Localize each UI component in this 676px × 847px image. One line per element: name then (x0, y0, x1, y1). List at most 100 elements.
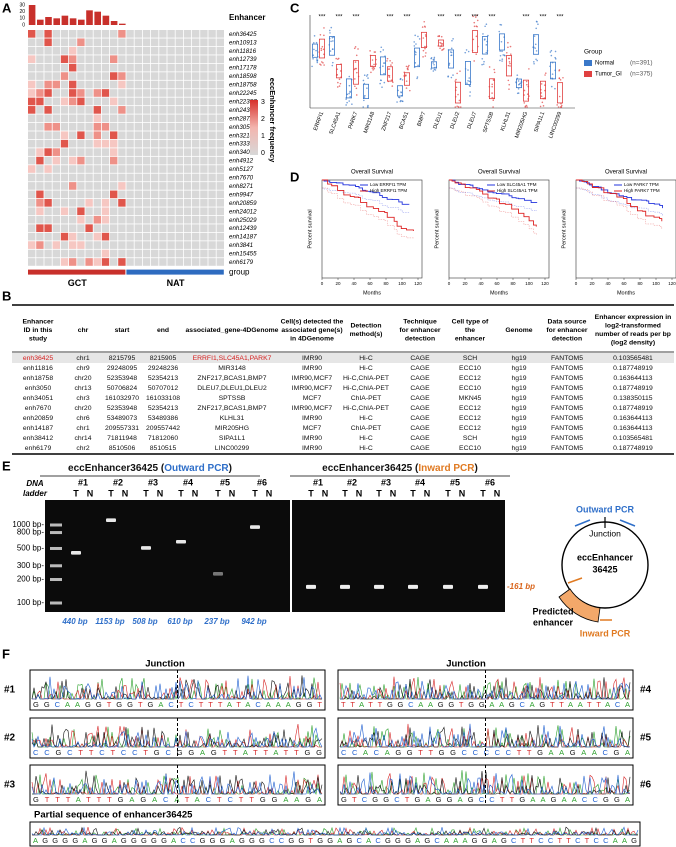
heat-cell (60, 241, 69, 249)
jitter (501, 50, 503, 53)
heat-cell (151, 199, 159, 207)
base: T (378, 700, 383, 709)
heat-cell (134, 63, 142, 72)
jitter (504, 54, 506, 57)
heat-cell (192, 207, 200, 216)
jitter (458, 99, 461, 102)
base: G (383, 795, 389, 804)
heat-cell (142, 46, 151, 55)
heat-cell (69, 114, 77, 123)
heat-cell (216, 30, 224, 38)
plot-title: Overall Survival (478, 170, 520, 176)
heat-cell (77, 173, 85, 182)
header-cell: enhancer (455, 335, 486, 342)
base: G (415, 795, 421, 804)
heat-cell (159, 139, 167, 148)
heat-cell (183, 30, 192, 38)
heat-cell (175, 199, 183, 207)
heat-cell (93, 207, 101, 216)
header-cell: associated_gene-4DGenome (186, 327, 279, 334)
heat-cell (93, 249, 101, 258)
heat-cell (52, 156, 60, 165)
legend-tick: 3 (261, 99, 265, 106)
base: G (131, 836, 137, 845)
heat-cell (36, 156, 44, 165)
table-cell: enh14187 (23, 425, 53, 432)
x-tick-label: DLEU2 (450, 111, 462, 130)
base: G (482, 836, 488, 845)
heat-cell (69, 55, 77, 63)
jitter (432, 62, 435, 64)
heat-cell (52, 139, 60, 148)
heat-cell (159, 148, 167, 156)
heat-cell (110, 173, 118, 182)
significance: *** (335, 15, 343, 21)
table-cell: FANTOM5 (551, 355, 583, 362)
x-tick-label: 20 (589, 281, 595, 286)
heat-cell (36, 63, 44, 72)
heat-cell (192, 38, 200, 47)
heat-cell (85, 182, 93, 190)
heat-cell (118, 173, 126, 182)
heat-cell (142, 80, 151, 89)
jitter (330, 26, 333, 29)
x-tick-label: 100 (525, 281, 533, 286)
lane-label: #6 (257, 477, 267, 487)
heat-cell (69, 215, 77, 224)
jitter (383, 62, 385, 64)
jitter (366, 106, 369, 108)
heat-cell (28, 241, 36, 249)
heat-cell (142, 106, 151, 114)
header-cell: detection (405, 335, 435, 342)
header-cell: Detection (351, 323, 382, 330)
diagram-label: Inward PCR (580, 628, 631, 638)
survival-curve (576, 179, 663, 222)
heat-cell (167, 249, 175, 258)
gel-band (106, 518, 116, 522)
heat-cell (208, 215, 216, 224)
x-tick-label: SLC45A1 (329, 111, 343, 135)
heat-cell (77, 89, 85, 97)
heat-cell (126, 182, 134, 190)
header-cell: chr (78, 327, 89, 334)
base: C (473, 748, 479, 757)
header-cell: for enhancer (399, 327, 441, 334)
heat-cell (28, 30, 36, 38)
heat-cell (175, 241, 183, 249)
heat-cell (216, 97, 224, 106)
heat-cell (28, 173, 36, 182)
jitter (558, 69, 561, 71)
jitter (415, 43, 417, 45)
header-cell: Enhancer expression in (595, 314, 672, 321)
jitter (509, 45, 512, 48)
jitter (541, 101, 544, 104)
heat-cell (167, 106, 175, 114)
jitter (366, 87, 368, 89)
heat-cell (28, 148, 36, 156)
jitter (415, 51, 417, 54)
heat-cell (167, 46, 175, 55)
heat-cell (159, 241, 167, 249)
x-tick-label: 80 (637, 281, 643, 286)
heat-cell (101, 249, 110, 258)
jitter (492, 99, 495, 102)
heat-cell (118, 114, 126, 123)
heat-cell (151, 30, 159, 38)
header-cell: log2-transformed (605, 323, 661, 330)
heat-cell (118, 72, 126, 80)
heat-cell (175, 106, 183, 114)
heat-cell (175, 249, 183, 258)
ladder-band (50, 564, 62, 568)
heat-cell (118, 190, 126, 199)
heat-cell (85, 148, 93, 156)
table-cell: chr2 (76, 445, 89, 452)
table-cell: Hi-C (359, 445, 373, 452)
jitter (554, 56, 556, 59)
group-label: NAT (167, 278, 185, 288)
lane-sub: N (266, 488, 273, 498)
heat-cell (28, 258, 36, 266)
jitter (389, 59, 391, 62)
header-cell: Data source (548, 318, 587, 325)
title-part: ) (474, 463, 477, 474)
heat-cell (60, 55, 69, 63)
